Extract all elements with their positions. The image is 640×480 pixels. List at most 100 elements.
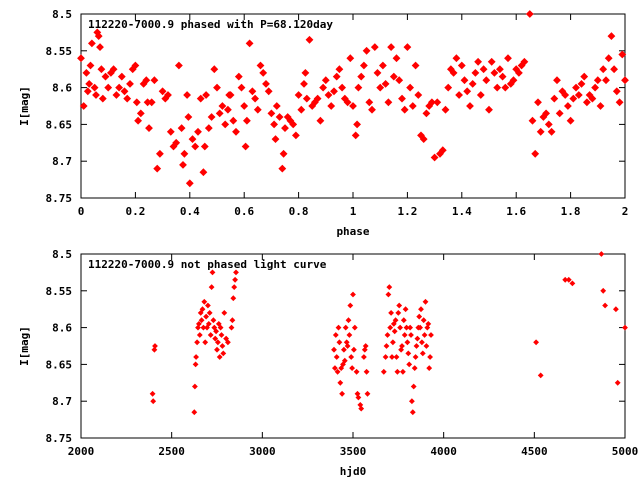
data-point xyxy=(271,135,280,144)
data-point xyxy=(233,269,239,276)
data-point xyxy=(419,350,426,357)
data-point xyxy=(411,365,418,372)
x-tick-label: 3500 xyxy=(340,445,367,458)
x-tick-label: 0.6 xyxy=(234,205,254,218)
data-point xyxy=(218,102,227,110)
data-point xyxy=(417,324,424,331)
data-point xyxy=(196,94,205,103)
data-point xyxy=(275,113,284,121)
data-point xyxy=(357,72,366,81)
x-tick-label: 4000 xyxy=(430,445,457,458)
data-point xyxy=(199,306,206,313)
data-point xyxy=(242,116,251,125)
data-point xyxy=(476,91,485,99)
data-point xyxy=(231,284,238,291)
data-point xyxy=(83,87,92,96)
data-point xyxy=(449,68,458,77)
data-point xyxy=(153,164,162,173)
data-point xyxy=(408,398,415,405)
data-point xyxy=(338,83,347,92)
data-point xyxy=(191,383,198,390)
data-point xyxy=(208,284,215,291)
data-point xyxy=(150,398,157,405)
data-point xyxy=(115,83,124,92)
data-point xyxy=(426,365,433,372)
data-point xyxy=(457,61,466,70)
data-point xyxy=(211,324,218,331)
tick-marks: 2000 2500 3000 3500 4000 4500 5000 8.5 8.55 8.6 8.… xyxy=(46,248,639,458)
data-point xyxy=(346,54,355,63)
data-point xyxy=(87,39,96,48)
data-point xyxy=(142,76,151,85)
data-point xyxy=(485,105,493,114)
data-point xyxy=(221,120,230,129)
data-point xyxy=(509,76,518,85)
data-point xyxy=(90,83,99,92)
data-point xyxy=(179,160,187,169)
data-point xyxy=(392,54,401,63)
data-point xyxy=(351,324,358,331)
data-point xyxy=(224,339,231,346)
data-point xyxy=(245,39,254,48)
data-point xyxy=(504,54,512,63)
data-point xyxy=(192,361,199,368)
data-point xyxy=(427,354,434,360)
data-point xyxy=(397,324,404,331)
data-point xyxy=(422,298,429,305)
data-point xyxy=(553,76,561,85)
data-point xyxy=(158,87,167,96)
data-point xyxy=(199,168,208,177)
data-point xyxy=(353,368,360,375)
data-point xyxy=(327,102,336,110)
data-point xyxy=(237,83,246,92)
data-point xyxy=(359,61,368,70)
data-point xyxy=(180,149,189,158)
data-point xyxy=(126,79,134,88)
data-point xyxy=(305,35,314,44)
y-tick-label: 8.75 xyxy=(46,192,73,205)
data-point xyxy=(404,339,411,346)
y-tick-label: 8.7 xyxy=(52,395,72,408)
data-point xyxy=(534,98,542,107)
data-point xyxy=(555,109,564,118)
data-point xyxy=(621,76,629,85)
data-point xyxy=(386,284,393,291)
data-point xyxy=(335,324,342,331)
data-point xyxy=(355,394,362,401)
y-tick-label: 8.6 xyxy=(52,82,72,95)
x-tick-label: 0.8 xyxy=(289,205,309,218)
data-point xyxy=(405,350,412,357)
data-point xyxy=(155,149,164,158)
data-point xyxy=(218,332,225,338)
data-point xyxy=(400,317,407,324)
data-point xyxy=(194,127,202,136)
data-point xyxy=(537,372,544,379)
x-tick-label: 1.2 xyxy=(397,205,417,218)
data-point xyxy=(444,83,453,92)
data-point xyxy=(368,105,376,114)
data-point xyxy=(420,317,427,324)
data-point xyxy=(177,124,186,133)
data-point xyxy=(209,269,216,276)
data-point xyxy=(425,320,432,327)
data-point xyxy=(416,313,423,320)
data-point xyxy=(413,343,420,349)
data-point xyxy=(402,306,409,313)
data-point xyxy=(331,346,337,353)
data-point xyxy=(342,324,349,331)
data-point xyxy=(120,87,129,96)
data-point xyxy=(335,65,344,74)
x-tick-label: 2 xyxy=(622,205,629,218)
data-point xyxy=(334,368,341,375)
data-point xyxy=(198,317,205,324)
data-point xyxy=(387,324,394,331)
data-point xyxy=(203,313,210,320)
data-point xyxy=(281,124,289,133)
data-point xyxy=(411,61,420,70)
data-point xyxy=(172,138,181,147)
data-point xyxy=(395,309,402,316)
data-point xyxy=(256,61,265,70)
data-point xyxy=(194,339,201,346)
data-point xyxy=(536,127,545,136)
data-point xyxy=(423,343,430,349)
